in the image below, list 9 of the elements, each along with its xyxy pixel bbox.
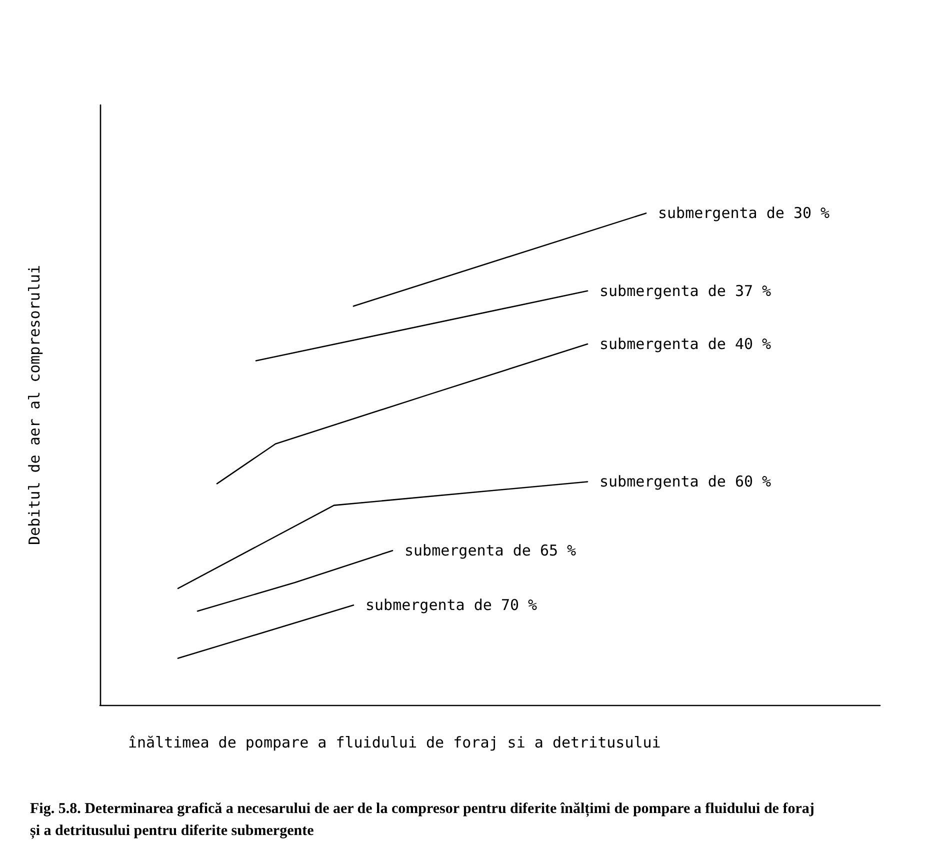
caption: Fig. 5.8. Determinarea grafică a necesarului de aer de la compresor pentru diferite înălțimi de pompare a fluidului de foraj și a detritusului pentru diferite submergente: [30, 801, 818, 839]
series-label: submergenta de 37 %: [600, 282, 772, 300]
x-axis-title: înăltimea de pompare a fluidului de foraj si a detritusului: [128, 734, 661, 752]
y-axis-title: Debitul de aer al compresorului: [26, 265, 44, 545]
series-label: submergenta de 70 %: [366, 596, 538, 614]
series-label: submergenta de 40 %: [600, 335, 772, 354]
series-label: submergenta de 60 %: [600, 472, 772, 491]
series-label: submergenta de 65 %: [404, 542, 576, 560]
series-label: submergenta de 30 %: [658, 204, 830, 222]
